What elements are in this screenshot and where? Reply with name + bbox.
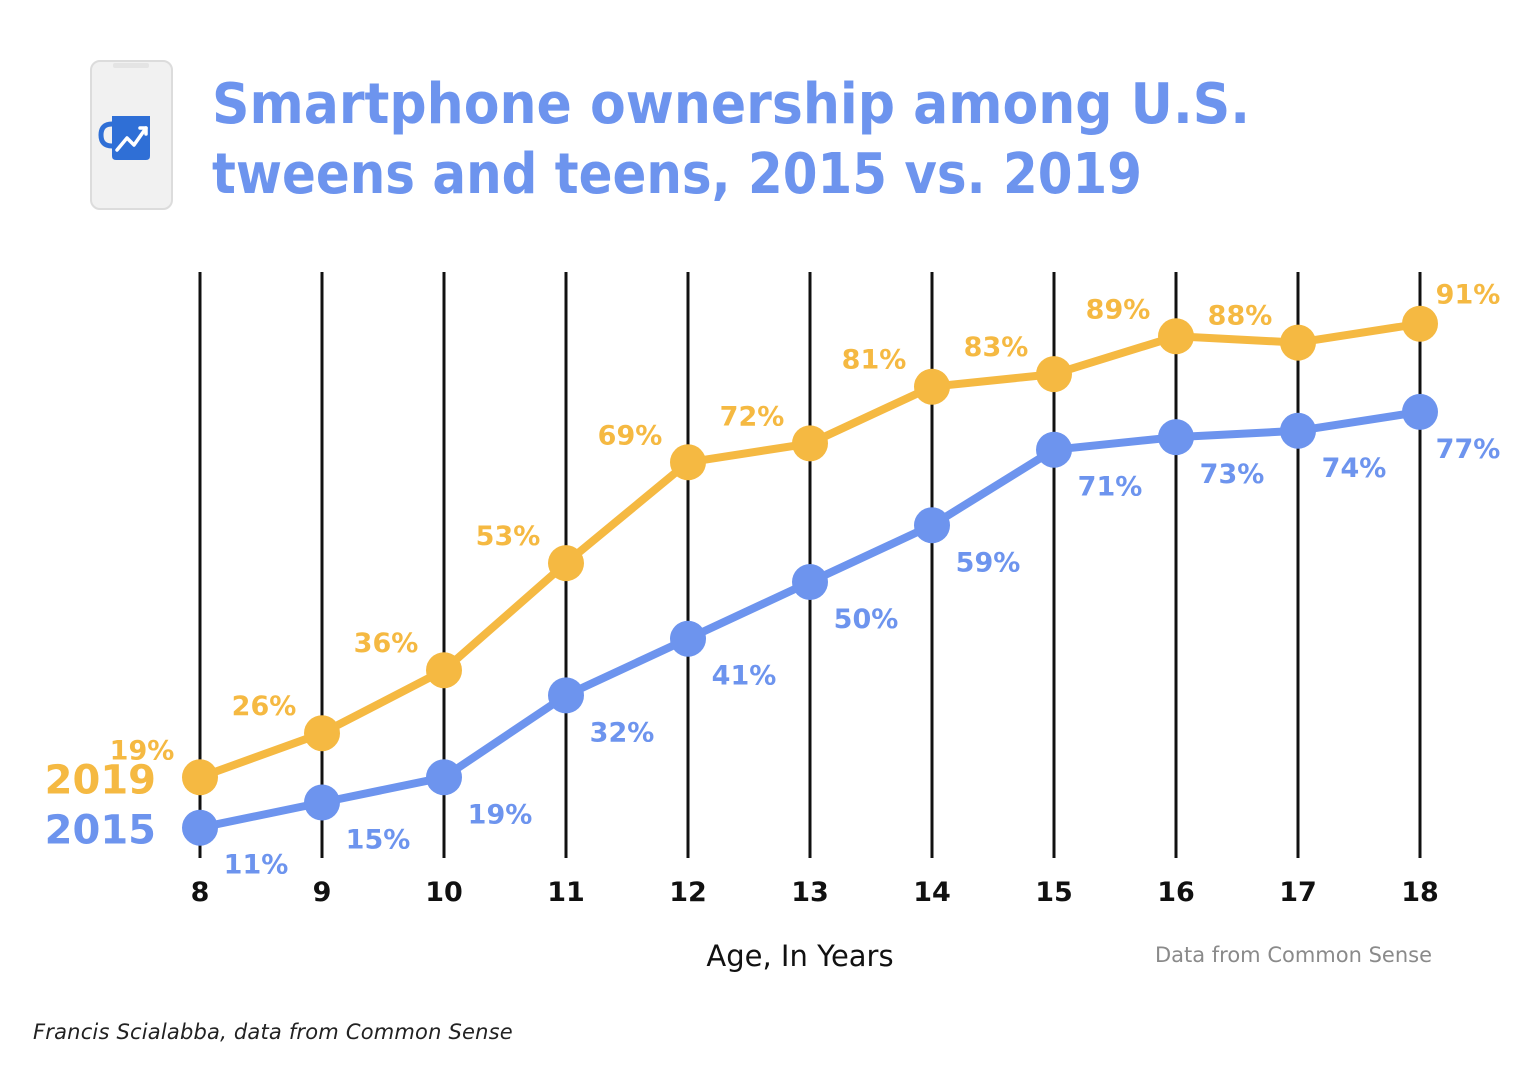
data-point-2015-age-16: [1158, 419, 1194, 456]
data-label-2019-age-14: 81%: [842, 345, 907, 376]
data-label-2015-age-11: 32%: [590, 717, 655, 748]
x-tick-label: 13: [791, 877, 829, 908]
data-label-2019-age-10: 36%: [354, 628, 419, 659]
data-label-2019-age-12: 69%: [598, 420, 663, 451]
data-point-2019-age-11: [548, 545, 584, 582]
series-name-2015: 2015: [45, 808, 156, 854]
data-label-2015-age-14: 59%: [956, 547, 1021, 578]
x-tick-label: 15: [1035, 877, 1073, 908]
x-tick-label: 9: [313, 877, 332, 908]
data-point-2015-age-11: [548, 677, 584, 714]
data-label-2019-age-17: 88%: [1208, 301, 1273, 332]
data-point-2015-age-8: [182, 809, 218, 846]
data-label-2019-age-13: 72%: [720, 401, 785, 432]
data-label-2015-age-10: 19%: [468, 799, 533, 830]
data-points: [182, 305, 1438, 846]
data-point-2019-age-8: [182, 759, 218, 796]
data-label-2019-age-15: 83%: [964, 332, 1029, 363]
series-legend: 2019 2015: [45, 757, 156, 853]
data-label-2015-age-16: 73%: [1200, 459, 1265, 490]
image-credit: Francis Scialabba, data from Common Sens…: [33, 1020, 513, 1044]
data-point-2019-age-12: [670, 444, 706, 481]
x-axis-label: Age, In Years: [706, 939, 893, 973]
x-tick-label: 17: [1279, 877, 1317, 908]
data-label-2015-age-18: 77%: [1436, 434, 1501, 465]
data-point-2015-age-14: [914, 507, 950, 544]
data-point-2019-age-15: [1036, 356, 1072, 393]
data-label-2019-age-8: 19%: [110, 735, 175, 766]
x-tick-label: 18: [1401, 877, 1439, 908]
data-label-2015-age-12: 41%: [712, 661, 777, 692]
data-point-2015-age-10: [426, 759, 462, 796]
data-point-2015-age-9: [304, 784, 340, 821]
data-point-2015-age-15: [1036, 431, 1072, 468]
data-label-2015-age-15: 71%: [1078, 472, 1143, 503]
data-label-2019-age-11: 53%: [476, 521, 541, 552]
data-point-2019-age-16: [1158, 318, 1194, 355]
x-tick-label: 12: [669, 877, 707, 908]
x-tick-label: 8: [191, 877, 210, 908]
data-label-2015-age-17: 74%: [1322, 453, 1387, 484]
source-note: Data from Common Sense: [1155, 943, 1432, 967]
data-labels: 19% 26% 36% 53% 69% 72% 81% 83% 89% 88% 91% 11% 15% 1…: [110, 280, 1501, 881]
x-tick-label: 11: [547, 877, 585, 908]
phone-with-mug-chart-icon: [90, 60, 173, 210]
data-label-2019-age-16: 89%: [1086, 294, 1151, 325]
data-point-2019-age-17: [1280, 324, 1316, 361]
data-point-2015-age-17: [1280, 412, 1316, 449]
data-point-2019-age-10: [426, 652, 462, 689]
x-tick-label: 16: [1157, 877, 1195, 908]
data-label-2019-age-18: 91%: [1436, 280, 1501, 311]
data-label-2015-age-9: 15%: [346, 825, 411, 856]
data-point-2015-age-18: [1402, 393, 1438, 430]
x-axis-ticks: 8 9 10 11 12 13 14 15 16 17 18: [191, 877, 1439, 908]
x-tick-label: 10: [425, 877, 463, 908]
chart-title-line2: tweens and teens, 2015 vs. 2019: [212, 142, 1142, 207]
data-label-2015-age-8: 11%: [224, 850, 289, 881]
series-name-2019: 2019: [45, 757, 156, 803]
data-label-2019-age-9: 26%: [232, 691, 297, 722]
x-tick-label: 14: [913, 877, 951, 908]
data-point-2019-age-18: [1402, 305, 1438, 342]
data-point-2015-age-12: [670, 620, 706, 657]
data-point-2015-age-13: [792, 564, 828, 600]
chart-title-line1: Smartphone ownership among U.S.: [212, 72, 1250, 137]
data-point-2019-age-9: [304, 715, 340, 752]
data-label-2015-age-13: 50%: [834, 604, 899, 635]
data-point-2019-age-13: [792, 425, 828, 462]
data-point-2019-age-14: [914, 368, 950, 405]
